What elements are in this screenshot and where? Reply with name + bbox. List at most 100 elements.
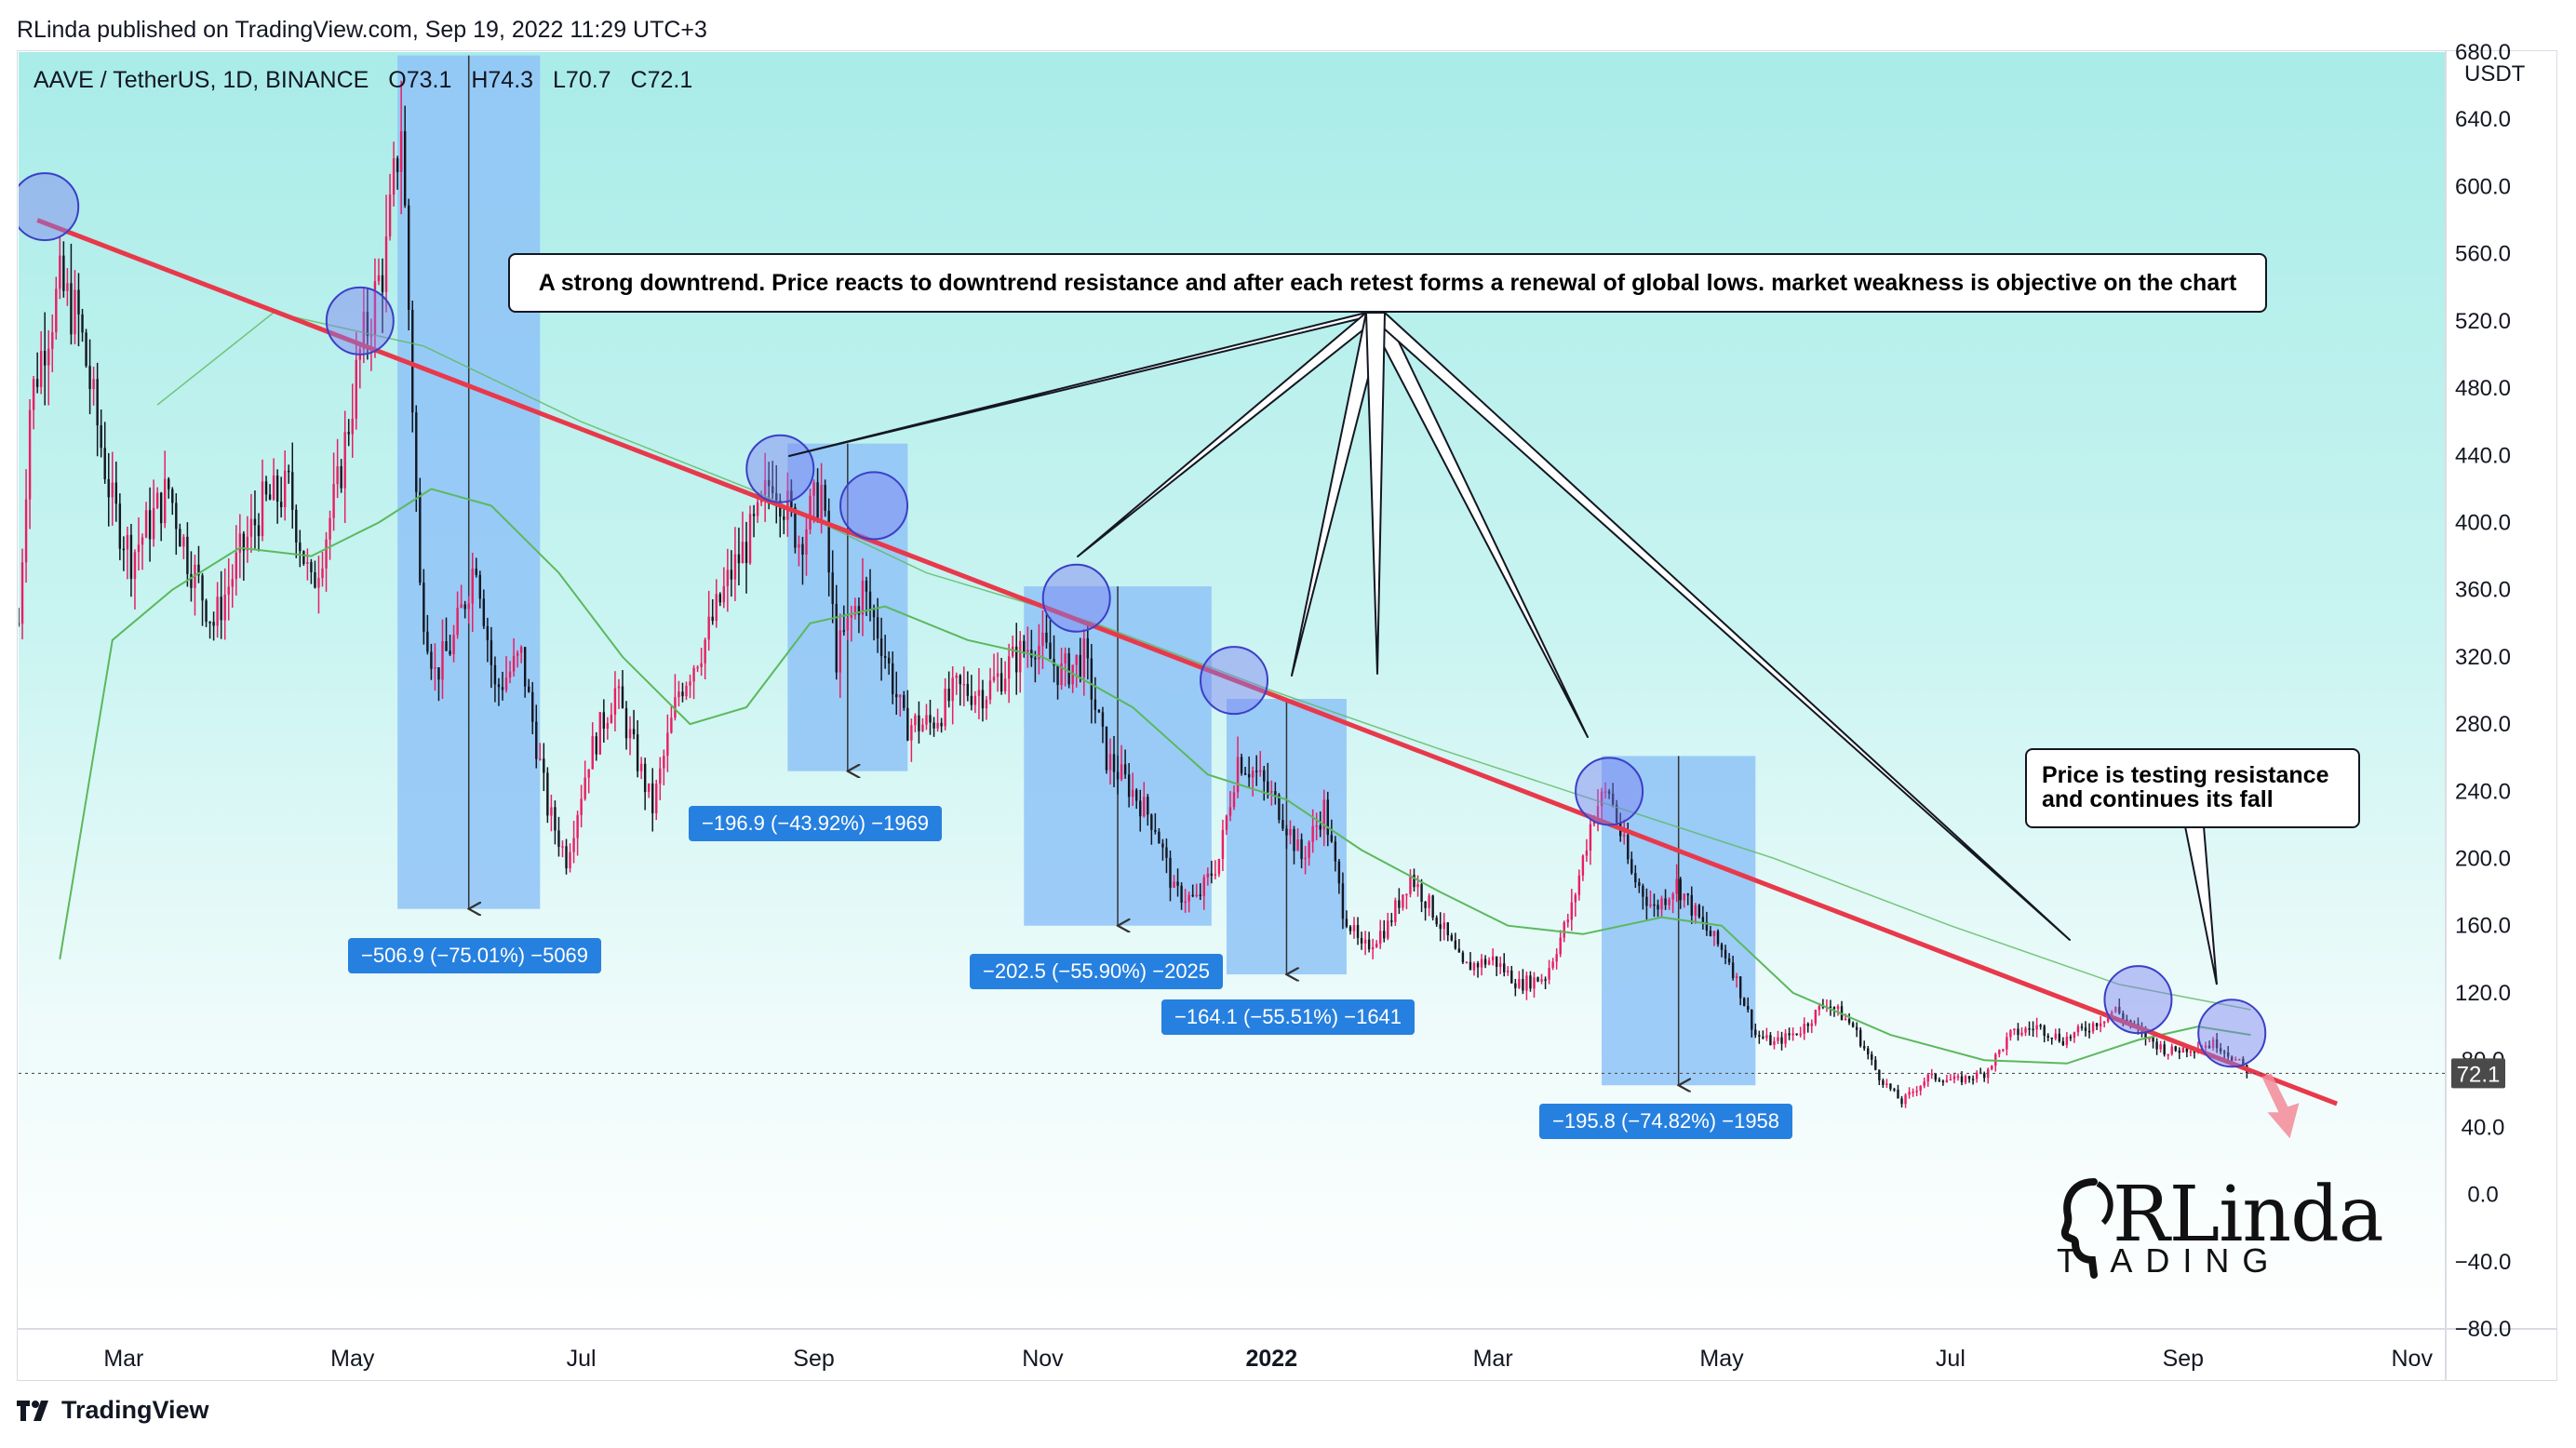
candle-body xyxy=(899,694,902,698)
candle-body xyxy=(411,309,414,413)
candle-body xyxy=(471,569,474,604)
candle-body xyxy=(1173,881,1175,888)
candle-body xyxy=(1026,650,1029,652)
candle-body xyxy=(1093,699,1097,710)
candle-body xyxy=(28,409,32,500)
candle-body xyxy=(857,606,861,615)
resistance-callout[interactable]: Price is testing resistance and continue… xyxy=(2025,748,2360,828)
measure-label-2[interactable]: −196.9 (−43.92%) −1969 xyxy=(689,806,943,841)
callout-pointer xyxy=(1365,312,1589,738)
candle-body xyxy=(1446,922,1449,936)
candle-body xyxy=(1653,904,1656,906)
candle-body xyxy=(584,777,586,799)
candle-body xyxy=(812,482,815,496)
candle-body xyxy=(1638,882,1641,886)
candle-body xyxy=(1225,815,1228,830)
candle-body xyxy=(1274,791,1277,796)
callout-pointer xyxy=(1365,312,1386,675)
candle-body xyxy=(516,652,519,656)
candle-body xyxy=(1469,961,1472,971)
candle-body xyxy=(2181,1047,2185,1053)
candle-body xyxy=(1450,935,1454,941)
candle-body xyxy=(1754,1029,1757,1036)
candle-body xyxy=(261,481,264,537)
candle-body xyxy=(1424,901,1427,908)
current-price-tag-label[interactable]: 72.1 xyxy=(2457,1062,2501,1087)
candle-body xyxy=(55,288,58,333)
candle-body xyxy=(133,552,137,579)
ohlc-low: L70.7 xyxy=(553,67,611,93)
candle-body xyxy=(1409,875,1412,894)
candle-body xyxy=(1308,841,1310,858)
tradingview-brand[interactable]: TradingView xyxy=(17,1396,209,1425)
candle-body xyxy=(1878,1069,1881,1080)
candle-body xyxy=(663,756,665,769)
time-tick-label: Mar xyxy=(1473,1346,1513,1372)
candle-body xyxy=(925,715,928,725)
candle-body xyxy=(2163,1044,2166,1055)
candle-body xyxy=(512,655,516,672)
measure-label-1[interactable]: −506.9 (−75.01%) −5069 xyxy=(348,938,602,973)
candle-body xyxy=(2084,1027,2087,1031)
candle-body xyxy=(59,255,61,289)
candle-body xyxy=(992,677,996,681)
price-tick-label: 0.0 xyxy=(2467,1183,2498,1208)
candle-body xyxy=(674,697,677,718)
candle-body xyxy=(275,475,279,503)
candle-body xyxy=(373,281,377,336)
candle-body xyxy=(1116,771,1120,780)
candle-body xyxy=(827,510,830,573)
candle-body xyxy=(2028,1027,2031,1030)
candle-body xyxy=(955,675,958,678)
candle-body xyxy=(1596,806,1600,819)
candle-body xyxy=(1375,944,1378,947)
measure-label-3[interactable]: −202.5 (−55.90%) −2025 xyxy=(970,954,1224,989)
candle-body xyxy=(381,275,384,292)
candle-body xyxy=(2234,1059,2237,1061)
candle-body xyxy=(1716,931,1720,945)
symbol-legend: AAVE / TetherUS, 1D, BINANCE O73.1 H74.3… xyxy=(34,67,705,94)
candle-body xyxy=(1143,797,1146,817)
resistance-touch-circle xyxy=(325,286,395,355)
candle-body xyxy=(1259,770,1262,772)
measure-label-4[interactable]: −164.1 (−55.51%) −1641 xyxy=(1161,999,1415,1035)
resistance-touch-circle xyxy=(839,471,909,541)
resistance-trendline xyxy=(36,218,2339,1106)
candle-body xyxy=(718,594,721,603)
price-tick-label: 560.0 xyxy=(2455,242,2511,267)
symbol-name[interactable]: AAVE / TetherUS, 1D, BINANCE xyxy=(34,67,369,93)
candle-body xyxy=(2122,1012,2125,1020)
candle-body xyxy=(1187,894,1190,902)
candle-body xyxy=(355,359,357,420)
price-axis-currency[interactable]: USDT xyxy=(2464,61,2526,87)
candle-body xyxy=(1897,1089,1899,1099)
candle-body xyxy=(1348,926,1352,932)
candle-body xyxy=(794,507,797,548)
candle-body xyxy=(2174,1046,2177,1052)
candle-body xyxy=(1657,905,1659,910)
measure-label-5[interactable]: −195.8 (−74.82%) −1958 xyxy=(1539,1104,1793,1139)
candle-body xyxy=(253,518,257,526)
candle-body xyxy=(801,543,804,555)
candle-body xyxy=(1180,885,1183,903)
candle-body xyxy=(1465,961,1469,964)
candle-body xyxy=(1064,653,1067,664)
candle-body xyxy=(1003,678,1007,691)
candle-body xyxy=(786,490,789,520)
candle-body xyxy=(842,630,846,632)
logo-wordmark: RLinda xyxy=(2113,1171,2384,1259)
candle-body xyxy=(824,485,826,511)
candle-body xyxy=(1915,1091,1918,1093)
candle-body xyxy=(279,502,283,508)
candle-body xyxy=(1420,884,1423,902)
candle-body xyxy=(1627,835,1630,860)
candle-body xyxy=(2193,1051,2196,1053)
candle-body xyxy=(2009,1030,2012,1038)
downtrend-callout[interactable]: A strong downtrend. Price reacts to down… xyxy=(508,253,2267,313)
candle-body xyxy=(546,772,549,816)
candle-body xyxy=(384,236,388,292)
candle-body xyxy=(92,379,95,390)
candle-body xyxy=(707,616,710,640)
candle-body xyxy=(1390,920,1393,922)
